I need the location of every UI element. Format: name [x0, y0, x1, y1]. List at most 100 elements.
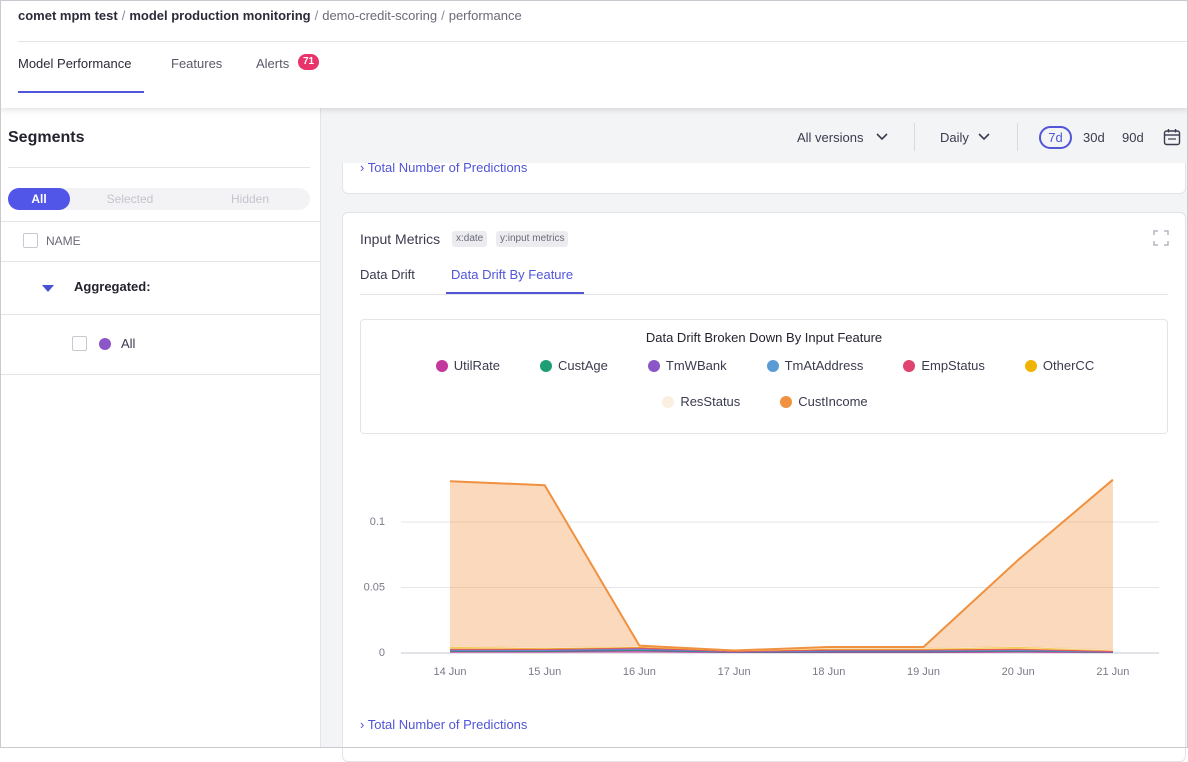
segment-dot [99, 338, 111, 350]
tag: y:input metrics [496, 231, 569, 247]
x-tick-label: 14 Jun [433, 666, 466, 678]
section-toggle[interactable]: › Total Number of Predictions [360, 160, 528, 175]
section-toggle[interactable]: › Total Number of Predictions [360, 717, 528, 732]
legend-swatch [780, 395, 793, 408]
area-fill [450, 479, 1113, 651]
toolbar: All versions Daily 7d 30d 90d [321, 108, 1188, 163]
segment-label[interactable]: All [121, 336, 136, 351]
breadcrumb: comet mpm test / model production monitori… [18, 8, 522, 24]
expand-arrow[interactable] [42, 283, 54, 293]
x-tick-label: 21 Jun [1096, 666, 1129, 678]
area-fill [450, 646, 1113, 652]
expand-icon[interactable] [1153, 230, 1169, 246]
legend-label: TmWBank [665, 358, 727, 373]
column-header: NAME [46, 234, 81, 248]
x-tick-label: 15 Jun [528, 666, 561, 678]
legend-item[interactable]: ResStatus [662, 394, 740, 409]
calendar-icon[interactable] [1163, 128, 1181, 146]
group-label: Aggregated: [74, 279, 151, 294]
legend-item[interactable]: UtilRate [435, 358, 501, 373]
legend-swatch [662, 395, 675, 408]
breadcrumb-separator: / [314, 8, 319, 23]
legend-label: ResStatus [680, 394, 741, 409]
granularity-select[interactable]: Daily [940, 130, 969, 145]
legend-item[interactable]: TmWBank [647, 358, 727, 373]
tab[interactable]: Alerts [256, 56, 290, 71]
chevron [876, 133, 888, 141]
legend-label: UtilRate [453, 358, 501, 373]
legend-swatch [540, 359, 553, 372]
legend-item[interactable]: OtherCC [1024, 358, 1095, 373]
legend-label: EmpStatus [921, 358, 985, 373]
tag: x:date [452, 231, 488, 247]
x-tick-label: 17 Jun [718, 666, 751, 678]
breadcrumb-item[interactable]: comet mpm test [18, 8, 118, 23]
divider [360, 294, 1168, 295]
range-option[interactable]: 90d [1122, 130, 1144, 145]
legend-swatch [647, 359, 660, 372]
divider [914, 123, 915, 151]
breadcrumb-separator: / [441, 8, 445, 23]
legend: UtilRate CustAge TmWBank TmAtAddress EmpStat… [361, 358, 1169, 409]
y-tick-label: 0.05 [364, 581, 385, 593]
card-tab[interactable]: Data Drift [360, 267, 415, 282]
sidebar-title: Segments [8, 129, 85, 146]
area-line [449, 478, 1114, 652]
y-tick-label: 0.1 [370, 516, 385, 528]
legend-swatch [766, 359, 779, 372]
divider [0, 314, 320, 315]
card-tab[interactable]: Data Drift By Feature [451, 267, 574, 282]
checkbox[interactable] [72, 336, 87, 351]
filter-toggle [8, 188, 310, 210]
legend-box: Data Drift Broken Down By Input Feature … [360, 319, 1168, 434]
breadcrumb-item[interactable]: model production monitoring [129, 8, 311, 23]
divider [0, 261, 320, 262]
alerts-badge: 71 [298, 54, 320, 70]
x-tick-label: 18 Jun [812, 666, 845, 678]
filter-active [8, 188, 70, 210]
card: Input Metrics x:date y:input metrics Dat… [342, 212, 1186, 762]
legend-swatch [1024, 359, 1037, 372]
legend-label: TmAtAddress [784, 358, 864, 373]
x-tick-label: 16 Jun [623, 666, 656, 678]
tab-underline [18, 91, 144, 93]
section-label: Total Number of Predictions [367, 160, 528, 175]
x-tick-label: 20 Jun [1002, 666, 1035, 678]
tab[interactable]: Model Performance [18, 56, 132, 71]
checkbox[interactable] [23, 233, 38, 248]
tab-underline [446, 292, 584, 294]
y-tick-label: 0 [379, 647, 385, 659]
card-title: Input Metrics [360, 231, 441, 247]
divider [8, 167, 310, 168]
breadcrumb-item[interactable]: performance [448, 8, 522, 23]
chart: 0 0.05 0.1 14 Jun 15 Jun 16 Jun 17 Jun 18 Jun 19… [364, 478, 1159, 678]
legend-item[interactable]: EmpStatus [903, 358, 985, 373]
divider [0, 374, 320, 375]
header: comet mpm test / model production monitori… [0, 0, 1188, 108]
legend-label: CustIncome [798, 394, 868, 409]
legend-item[interactable]: CustAge [540, 358, 608, 373]
breadcrumb-separator: / [121, 8, 126, 23]
divider [1017, 123, 1018, 151]
legend-item[interactable]: CustIncome [780, 394, 868, 409]
legend-label: CustAge [558, 358, 608, 373]
section-label: Total Number of Predictions [367, 717, 528, 732]
tab[interactable]: Features [171, 56, 223, 71]
version-select[interactable]: All versions [797, 130, 864, 145]
filter-option[interactable]: All [31, 192, 47, 206]
filter-option[interactable]: Hidden [230, 192, 270, 206]
legend-label: OtherCC [1042, 358, 1095, 373]
range-option[interactable]: 30d [1083, 130, 1105, 145]
breadcrumb-item[interactable]: demo-credit-scoring [322, 8, 438, 23]
x-tick-label: 19 Jun [907, 666, 940, 678]
legend-item[interactable]: TmAtAddress [766, 358, 864, 373]
divider [18, 41, 1188, 42]
divider [0, 221, 320, 222]
sidebar: Segments All Selected Hidden NAME Aggreg… [0, 108, 321, 748]
filter-option[interactable]: Selected [106, 192, 154, 206]
range-option[interactable]: 7d [1039, 126, 1072, 149]
legend-swatch [435, 359, 448, 372]
chart-title: Data Drift Broken Down By Input Feature [645, 330, 883, 345]
legend-swatch [903, 359, 916, 372]
